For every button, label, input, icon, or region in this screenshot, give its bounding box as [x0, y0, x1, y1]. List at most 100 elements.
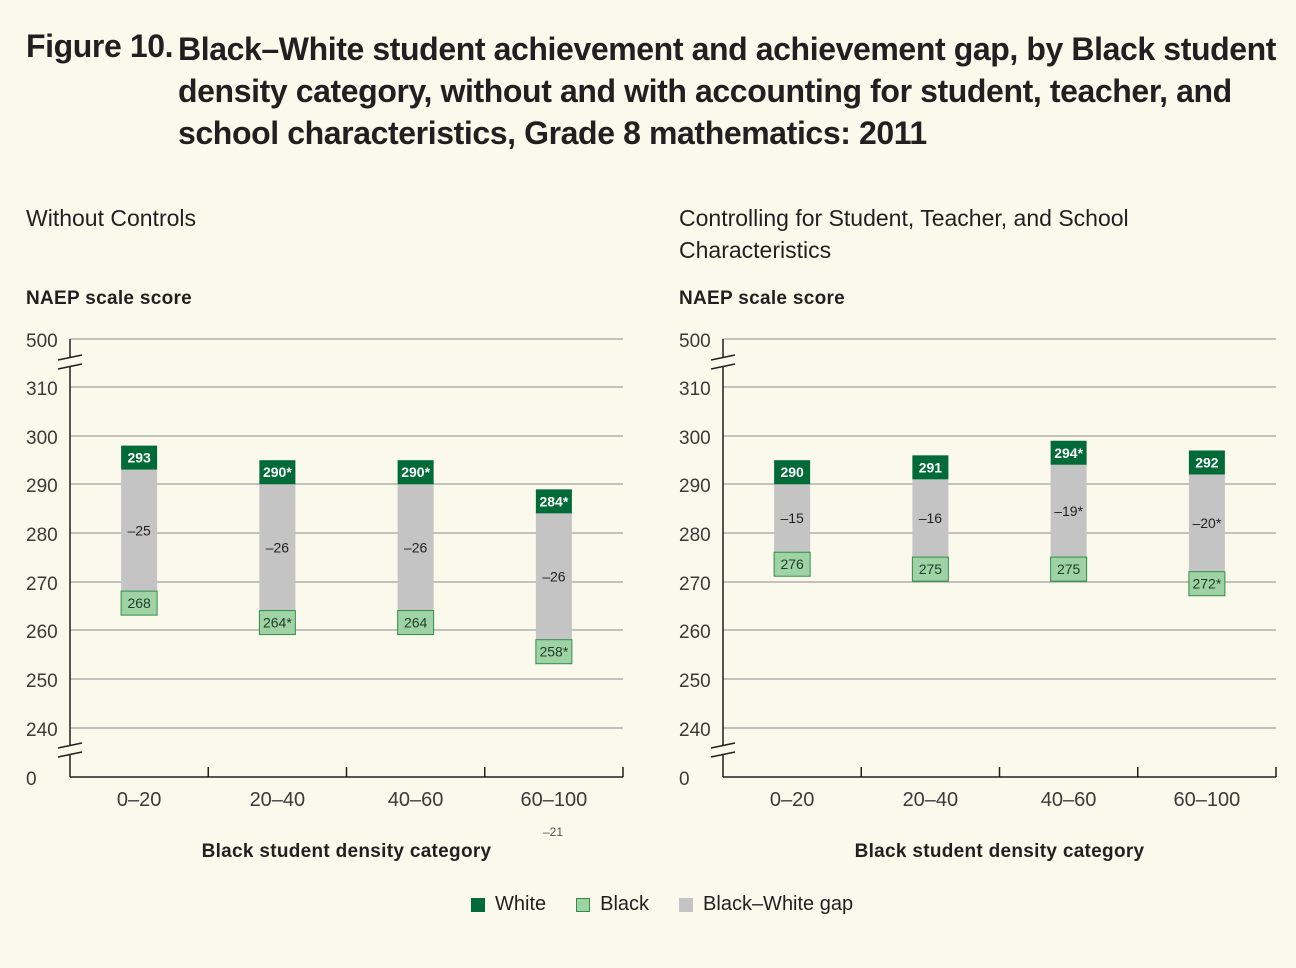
right-white-score-box — [912, 455, 949, 480]
right-gap-bar — [1188, 474, 1225, 572]
left-axis-break-mark — [57, 742, 83, 749]
right-gap-bar — [1050, 464, 1087, 558]
right-y-tick-label: 240 — [679, 720, 711, 741]
right-black-score-box — [911, 556, 949, 582]
right-black-score-box — [1188, 571, 1226, 597]
right-black-score-box — [773, 551, 811, 577]
right-white-score-label: 294* — [1054, 445, 1083, 461]
right-gap-value-label: –20* — [1192, 515, 1221, 531]
stray-note: –21 — [543, 825, 563, 839]
left-axis-break-mark — [57, 354, 83, 361]
left-gap-bar — [397, 484, 434, 611]
right-axis-break-mark — [710, 742, 736, 749]
left-gap-value-label: –26 — [266, 539, 290, 555]
right-black-score-label: 276 — [780, 556, 804, 572]
right-x-category-label: 20–40 — [903, 789, 959, 811]
left-y-tick-label: 500 — [26, 331, 58, 352]
left-white-score-label: 290* — [401, 464, 430, 480]
left-gap-value-label: –26 — [404, 539, 428, 555]
right-y-tick-label: 270 — [679, 574, 711, 595]
left-black-score-box — [397, 610, 435, 636]
left-y-tick-label: 260 — [26, 622, 58, 643]
right-gap-value-label: –15 — [780, 510, 804, 526]
right-y-tick-label: 250 — [679, 671, 711, 692]
left-y-tick-label: 290 — [26, 476, 58, 497]
left-gap-value-label: –26 — [542, 569, 566, 585]
right-y-tick-label: 280 — [679, 525, 711, 546]
legend-item-gap: Black–White gap — [679, 893, 853, 916]
left-x-category-label: 20–40 — [250, 789, 306, 811]
right-gap-value-label: –16 — [919, 510, 943, 526]
left-gap-bar — [121, 469, 158, 592]
right-axis-break-gap — [711, 357, 735, 367]
left-y-tick-label: 310 — [26, 379, 58, 400]
left-black-score-box — [535, 639, 573, 665]
right-white-score-label: 291 — [919, 459, 943, 475]
right-axis-break-mark — [710, 354, 736, 361]
legend-label-black: Black — [600, 893, 650, 915]
right-white-score-label: 290 — [780, 464, 804, 480]
left-gap-value-label: –25 — [127, 522, 151, 538]
y-axis-label-right: NAEP scale score — [679, 288, 846, 309]
left-y-tick-label: 280 — [26, 525, 58, 546]
panel-title-with-controls: Controlling for Student, Teacher, and Sc… — [679, 205, 1129, 263]
left-black-score-box — [120, 590, 158, 616]
left-x-axis-label: Black student density category — [202, 841, 492, 862]
legend-swatch-gap — [679, 897, 694, 912]
left-gap-bar — [259, 484, 296, 611]
right-white-score-box — [774, 460, 811, 485]
left-white-score-box — [121, 445, 158, 470]
left-x-category-label: 60–100 — [521, 789, 588, 811]
left-black-score-label: 258* — [539, 644, 568, 660]
right-x-category-label: 60–100 — [1174, 789, 1241, 811]
legend-swatch-white — [471, 897, 485, 912]
right-black-score-label: 275 — [1057, 561, 1081, 577]
left-axis-break-mark — [57, 363, 83, 370]
right-white-score-box — [1188, 450, 1225, 475]
right-y-tick-label: 310 — [679, 379, 711, 400]
right-x-axis-label: Black student density category — [855, 841, 1145, 862]
right-white-score-label: 292 — [1195, 454, 1219, 470]
right-gap-value-label: –19* — [1054, 503, 1083, 519]
y-axis-label-left: NAEP scale score — [26, 288, 193, 309]
left-white-score-box — [535, 489, 572, 514]
left-x-category-label: 40–60 — [388, 789, 444, 811]
legend-swatch-black — [576, 897, 591, 912]
left-y-tick-label: 0 — [26, 769, 37, 790]
right-y-tick-label: 0 — [679, 769, 690, 790]
left-y-tick-label: 240 — [26, 720, 58, 741]
right-black-score-label: 272* — [1192, 576, 1221, 592]
left-white-score-label: 284* — [539, 493, 568, 509]
left-axis-break-gap — [58, 745, 82, 755]
right-x-category-label: 40–60 — [1041, 789, 1097, 811]
left-axis-break-gap — [58, 357, 82, 367]
figure-title: Black–White student achievement and achi… — [178, 31, 1277, 151]
left-white-score-label: 293 — [127, 450, 151, 466]
right-y-tick-label: 500 — [679, 331, 711, 352]
right-black-score-box — [1050, 556, 1088, 582]
legend-label-gap: Black–White gap — [703, 893, 854, 915]
left-y-tick-label: 300 — [26, 428, 58, 449]
legend-item-black: Black — [576, 893, 649, 916]
right-y-tick-label: 300 — [679, 428, 711, 449]
left-white-score-box — [397, 460, 434, 485]
panel-title-without-controls: Without Controls — [26, 205, 197, 231]
right-axis-break-mark — [710, 363, 736, 370]
left-black-score-label: 268 — [127, 595, 151, 611]
legend-label-white: White — [495, 893, 547, 915]
left-black-score-label: 264* — [263, 615, 292, 631]
right-x-category-label: 0–20 — [770, 789, 815, 811]
figure-label: Figure 10. — [26, 28, 174, 64]
right-y-tick-label: 260 — [679, 622, 711, 643]
right-axis-break-gap — [711, 745, 735, 755]
left-black-score-label: 264 — [404, 615, 428, 631]
left-y-tick-label: 270 — [26, 574, 58, 595]
legend: White Black Black–White gap — [471, 893, 883, 916]
right-gap-bar — [774, 484, 811, 553]
left-gap-bar — [535, 513, 572, 640]
right-axis-break-mark — [710, 751, 736, 758]
right-white-score-box — [1050, 440, 1087, 465]
right-y-tick-label: 290 — [679, 476, 711, 497]
left-black-score-box — [258, 610, 296, 636]
